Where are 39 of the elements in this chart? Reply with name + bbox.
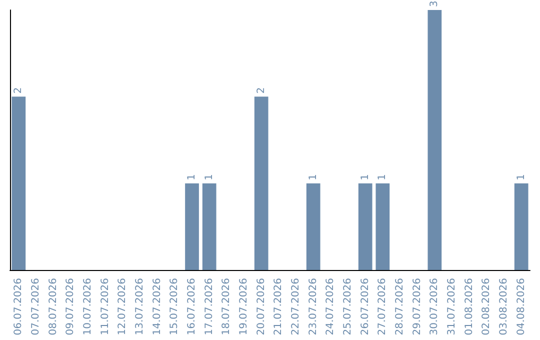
x-tick-label: 30.07.2026 [429, 278, 440, 336]
x-tick-label: 16.07.2026 [186, 278, 198, 336]
x-tick-label: 08.07.2026 [48, 278, 59, 336]
x-tick-label: 21.07.2026 [273, 278, 284, 336]
x-tick-label: 19.07.2026 [238, 278, 250, 336]
x-tick-label: 29.07.2026 [412, 278, 423, 336]
x-tick-label: 12.07.2026 [117, 278, 128, 336]
x-tick-label: 27.07.2026 [377, 278, 388, 336]
x-tick-label: 23.07.2026 [308, 278, 319, 336]
x-tick-label: 07.07.2026 [30, 278, 42, 336]
x-tick-label: 26.07.2026 [360, 278, 371, 336]
x-tick-label: 09.07.2026 [65, 278, 76, 336]
x-tick-label: 01.08.2026 [464, 278, 475, 336]
x-tick-label: 04.08.2026 [516, 278, 527, 336]
data-label: 1 [360, 174, 371, 180]
data-label: 1 [204, 174, 215, 180]
x-tick-label: 22.07.2026 [290, 278, 302, 336]
x-tick-label: 13.07.2026 [134, 278, 146, 336]
x-tick-label: 20.07.2026 [256, 278, 267, 336]
x-tick-label: 14.07.2026 [152, 278, 163, 336]
x-tick-label: 15.07.2026 [169, 278, 180, 336]
data-label: 1 [308, 174, 319, 180]
x-tick-label: 28.07.2026 [394, 278, 406, 336]
x-tick-label: 11.07.2026 [100, 278, 111, 336]
x-tick-label: 25.07.2026 [342, 278, 354, 336]
data-label: 1 [516, 174, 527, 180]
x-tick-label: 06.07.2026 [13, 278, 24, 336]
data-label: 2 [13, 87, 24, 94]
x-tick-label: 02.08.2026 [481, 278, 492, 336]
x-tick-label: 31.07.2026 [446, 278, 458, 336]
data-label: 3 [429, 0, 440, 7]
x-tick-label: 24.07.2026 [325, 278, 336, 336]
data-label: 1 [186, 174, 198, 180]
data-label: 1 [377, 174, 388, 180]
data-label: 2 [256, 87, 267, 94]
x-tick-label: 03.08.2026 [498, 278, 510, 336]
x-tick-label: 10.07.2026 [82, 278, 94, 336]
x-tick-label: 18.07.2026 [221, 278, 232, 336]
x-tick-label: 17.07.2026 [204, 278, 215, 336]
